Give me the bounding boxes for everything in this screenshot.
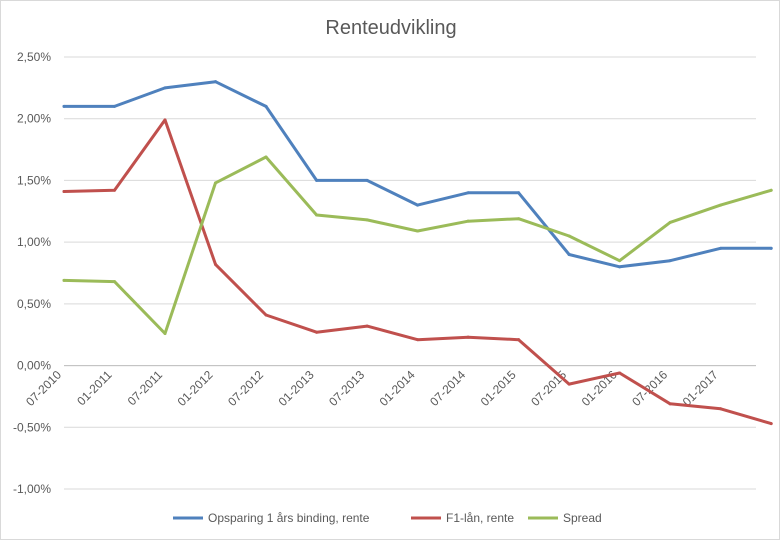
x-tick-label: 01-2012 xyxy=(175,368,216,409)
data-point xyxy=(365,178,369,182)
data-point xyxy=(214,80,218,84)
y-tick-label: 0,00% xyxy=(17,359,51,373)
data-point xyxy=(163,118,167,122)
y-tick-label: 0,50% xyxy=(17,297,51,311)
y-tick-label: -0,50% xyxy=(13,420,51,434)
data-point xyxy=(62,104,66,108)
data-point xyxy=(113,280,117,284)
data-point xyxy=(567,252,571,256)
data-point xyxy=(668,402,672,406)
x-tick-label: 07-2016 xyxy=(629,368,670,409)
data-point xyxy=(163,331,167,335)
data-point xyxy=(466,191,470,195)
data-point xyxy=(113,188,117,192)
data-point xyxy=(264,155,268,159)
data-point xyxy=(365,218,369,222)
legend-label: Spread xyxy=(563,511,602,525)
legend-label: F1-lån, rente xyxy=(446,511,514,525)
data-point xyxy=(567,234,571,238)
x-tick-label: 07-2010 xyxy=(23,368,64,409)
data-point xyxy=(466,219,470,223)
data-point xyxy=(517,338,521,342)
x-tick-label: 07-2011 xyxy=(125,368,166,409)
series-lines xyxy=(62,80,773,426)
data-point xyxy=(163,86,167,90)
y-tick-label: 1,00% xyxy=(17,235,51,249)
x-tick-label: 01-2011 xyxy=(74,368,115,409)
y-tick-label: 1,50% xyxy=(17,173,51,187)
data-point xyxy=(719,246,723,250)
data-point xyxy=(315,178,319,182)
x-tick-label: 07-2013 xyxy=(326,368,367,409)
y-axis-ticks: -1,00% -0,50% 0,00% 0,50% 1,00% 1,50% 2,00% 2,5… xyxy=(13,50,51,496)
data-point xyxy=(618,259,622,263)
x-tick-label: 01-2017 xyxy=(680,368,721,409)
data-point xyxy=(618,265,622,269)
x-tick-label: 01-2013 xyxy=(276,368,317,409)
data-point xyxy=(466,335,470,339)
data-point xyxy=(719,407,723,411)
x-tick-label: 07-2015 xyxy=(528,368,569,409)
series-line-3 xyxy=(62,155,773,335)
data-point xyxy=(315,213,319,217)
data-point xyxy=(769,422,773,426)
x-tick-label: 07-2014 xyxy=(427,368,468,409)
data-point xyxy=(668,220,672,224)
data-point xyxy=(769,246,773,250)
data-point xyxy=(416,203,420,207)
data-point xyxy=(315,330,319,334)
y-tick-label: -1,00% xyxy=(13,482,51,496)
data-point xyxy=(517,217,521,221)
data-point xyxy=(214,181,218,185)
data-point xyxy=(769,188,773,192)
data-point xyxy=(416,229,420,233)
data-point xyxy=(567,382,571,386)
data-point xyxy=(668,259,672,263)
data-point xyxy=(62,278,66,282)
data-point xyxy=(264,104,268,108)
data-point xyxy=(416,338,420,342)
data-point xyxy=(618,371,622,375)
x-tick-label: 01-2015 xyxy=(478,368,519,409)
data-point xyxy=(113,104,117,108)
gridlines xyxy=(64,56,756,490)
data-point xyxy=(365,324,369,328)
data-point xyxy=(719,203,723,207)
y-tick-label: 2,50% xyxy=(17,50,51,64)
series-line-1 xyxy=(62,80,773,269)
chart-title: Renteudvikling xyxy=(325,17,456,39)
legend-label: Opsparing 1 års binding, rente xyxy=(208,511,370,525)
legend: Opsparing 1 års binding, rente F1-lån, re… xyxy=(173,511,602,525)
data-point xyxy=(214,262,218,266)
data-point xyxy=(62,190,66,194)
x-tick-label: 01-2014 xyxy=(377,368,418,409)
data-point xyxy=(264,313,268,317)
x-tick-label: 07-2012 xyxy=(225,368,266,409)
y-tick-label: 2,00% xyxy=(17,112,51,126)
data-point xyxy=(517,191,521,195)
